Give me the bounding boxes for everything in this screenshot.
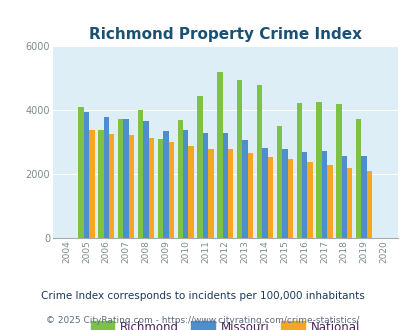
Bar [276,126,281,238]
Bar [123,119,128,238]
Bar [148,138,153,238]
Bar [281,149,287,238]
Bar [103,117,109,238]
Bar [262,148,267,238]
Bar [247,153,253,238]
Bar [168,142,173,238]
Bar [360,156,366,238]
Bar [346,168,352,238]
Bar [197,96,202,238]
Bar [242,140,247,238]
Bar [321,151,326,238]
Bar [222,133,228,238]
Bar [366,171,371,238]
Bar [89,130,94,238]
Bar [326,165,332,238]
Bar [296,103,301,238]
Bar [183,130,188,238]
Bar [138,110,143,238]
Bar [315,102,321,238]
Bar [109,134,114,238]
Bar [128,135,134,238]
Bar [208,148,213,238]
Bar [228,149,233,238]
Bar [177,120,183,238]
Bar [202,133,208,238]
Bar [256,85,262,238]
Bar [237,80,242,238]
Bar [355,118,360,238]
Bar [78,107,83,238]
Bar [163,131,168,238]
Bar [158,139,163,238]
Bar [335,104,341,238]
Bar [341,156,346,238]
Bar [307,162,312,238]
Text: © 2025 CityRating.com - https://www.cityrating.com/crime-statistics/: © 2025 CityRating.com - https://www.city… [46,316,359,325]
Text: Crime Index corresponds to incidents per 100,000 inhabitants: Crime Index corresponds to incidents per… [41,291,364,301]
Bar [287,159,292,238]
Bar [188,147,193,238]
Title: Richmond Property Crime Index: Richmond Property Crime Index [89,27,361,42]
Bar [267,157,272,238]
Bar [217,72,222,238]
Bar [118,119,123,238]
Bar [143,121,148,238]
Bar [83,112,89,238]
Legend: Richmond, Missouri, National: Richmond, Missouri, National [86,316,364,330]
Bar [98,130,103,238]
Bar [301,152,307,238]
